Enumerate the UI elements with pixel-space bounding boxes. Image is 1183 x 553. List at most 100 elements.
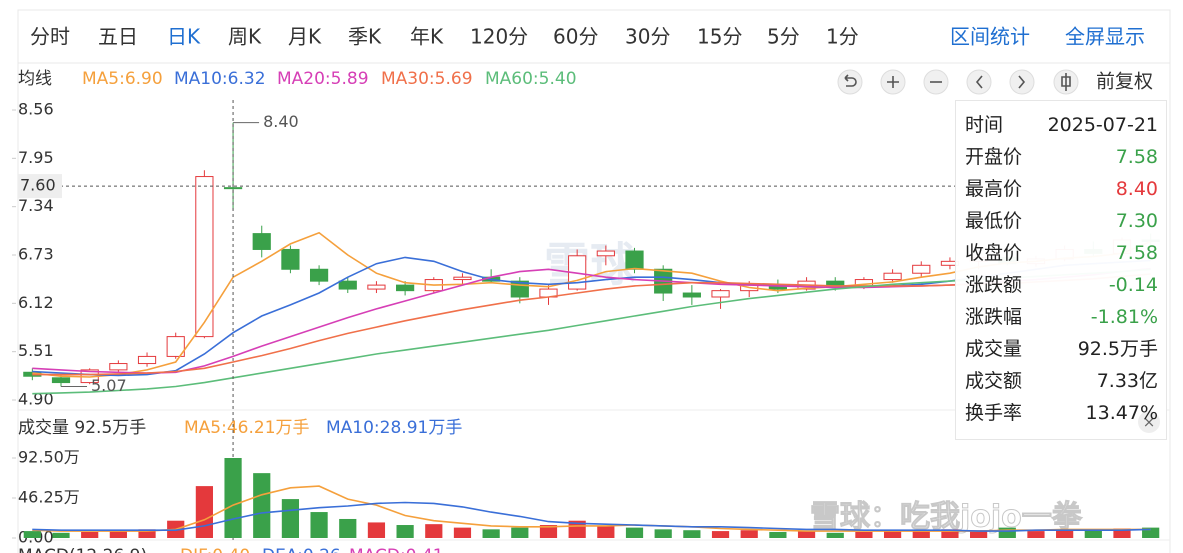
ma-line (32, 501, 1151, 532)
volume-bar (1142, 527, 1160, 538)
tooltip-label: 最高价 (965, 178, 1023, 200)
legend-entry: MA5:6.90 (82, 69, 163, 89)
legend-title: 均线 (18, 69, 52, 89)
volume-bar (683, 530, 701, 538)
volume-bar (539, 525, 558, 538)
tooltip-row: 涨跌幅 -1.81% (965, 301, 1158, 333)
close-button[interactable]: × (1138, 411, 1160, 433)
tab[interactable]: 日K (167, 25, 201, 49)
volume-bar (511, 527, 529, 538)
volume-bar (1056, 529, 1074, 538)
volume-bar (52, 532, 70, 538)
volume-bar (367, 522, 386, 538)
candle-body (711, 290, 730, 298)
candle-body (281, 248, 300, 270)
legend-entry: MA5:46.21万手 (184, 418, 310, 438)
volume-bar (797, 531, 816, 538)
candle-body (195, 176, 214, 338)
tooltip-value: 13.47% (1085, 402, 1158, 424)
tooltip-value: -1.81% (1090, 306, 1158, 328)
right-icon (1018, 75, 1026, 89)
tab[interactable]: 周K (228, 25, 262, 49)
tooltip-value: 7.30 (1115, 210, 1158, 232)
macd-legend: DEA:0.26 (262, 546, 341, 553)
volume-bar (1027, 531, 1045, 538)
annotation: 8.40 (263, 112, 299, 131)
volume-bar (253, 473, 271, 538)
volume-bar (425, 524, 443, 538)
candle-icon (1061, 73, 1071, 91)
candle-body (367, 284, 386, 290)
annotation: 5.07 (91, 376, 127, 395)
tooltip-row: 收盘价 7.58 (965, 237, 1158, 269)
volume-bar (339, 518, 357, 538)
volume-bar (912, 531, 930, 538)
tooltip-row: 成交量 92.5万手 (965, 333, 1158, 365)
volume-bar (568, 520, 586, 538)
tooltip-row: 最高价 8.40 (965, 173, 1158, 205)
tab[interactable]: 60分 (553, 25, 598, 49)
tab[interactable]: 分时 (30, 25, 70, 49)
crosshair-label: 7.60 (20, 176, 56, 195)
tooltip-label: 收盘价 (965, 242, 1023, 264)
tab[interactable]: 30分 (625, 25, 670, 49)
left-icon (975, 75, 983, 89)
tab[interactable]: 1分 (826, 25, 859, 49)
candle-body (137, 355, 157, 365)
volume-bar (625, 527, 644, 538)
macd-legend: MACD(12,26,9) (18, 546, 147, 553)
y-tick-label: 92.50万 (18, 448, 80, 467)
tooltip-row: 时间 2025-07-21 (965, 109, 1158, 141)
volume-bar (711, 531, 730, 538)
volume-bar (1113, 528, 1131, 538)
volume-bar (970, 530, 988, 538)
tooltip-label: 成交额 (965, 370, 1023, 392)
range-stats-link[interactable]: 区间统计 (950, 25, 1030, 49)
tooltip-value: 8.40 (1115, 178, 1158, 200)
tooltip-row: 最低价 7.30 (965, 205, 1158, 237)
tab[interactable]: 五日 (98, 25, 138, 49)
undo-icon (844, 74, 857, 87)
left-button[interactable] (966, 69, 992, 95)
tooltip: × 时间 2025-07-21 开盘价 7.58 最高价 8.40 最低价 7.30 收盘价 7.5… (955, 100, 1167, 440)
volume-bar (109, 530, 127, 538)
tooltip-label: 时间 (965, 114, 1004, 136)
legend-entry: MA20:5.89 (277, 69, 369, 89)
candle-body (252, 233, 271, 250)
candle-body (309, 268, 329, 282)
undo-button[interactable] (837, 69, 863, 95)
tab[interactable]: 5分 (767, 25, 800, 49)
candle-body (396, 284, 415, 292)
tooltip-row: 涨跌额 -0.14 (965, 269, 1158, 301)
candle-body (596, 250, 615, 257)
volume-bar (855, 531, 873, 538)
icon-glyphs (844, 73, 1071, 91)
tooltip-row: 换手率 13.47% (965, 397, 1158, 429)
candle-body (223, 187, 243, 190)
chart-icons (837, 69, 1079, 95)
volume-bar (1084, 530, 1102, 538)
tab[interactable]: 15分 (697, 25, 742, 49)
volume-bar (138, 529, 156, 538)
fullscreen-link[interactable]: 全屏显示 (1065, 25, 1145, 49)
volume-bar (883, 530, 902, 538)
legend-entry: MA10:28.91万手 (326, 418, 462, 438)
volume-bar (23, 531, 41, 538)
y-tick-label: 4.90 (18, 390, 54, 409)
tooltip-label: 换手率 (965, 402, 1023, 424)
adjust-button[interactable]: 前复权 (1096, 71, 1153, 93)
tooltip-value: 2025-07-21 (1047, 114, 1158, 136)
tooltip-label: 最低价 (965, 210, 1023, 232)
tooltip-value: 7.58 (1115, 146, 1158, 168)
watermark: 雪球 (544, 238, 637, 292)
tab[interactable]: 月K (288, 25, 322, 49)
right-button[interactable] (1009, 69, 1035, 95)
tab[interactable]: 年K (410, 25, 444, 49)
candle-body (338, 280, 357, 290)
legend-entry: MA60:5.40 (485, 69, 577, 89)
volume-title: 成交量 92.5万手 (18, 418, 146, 438)
tab[interactable]: 季K (348, 25, 382, 49)
tab[interactable]: 120分 (470, 25, 528, 49)
volume-bar (998, 527, 1016, 538)
